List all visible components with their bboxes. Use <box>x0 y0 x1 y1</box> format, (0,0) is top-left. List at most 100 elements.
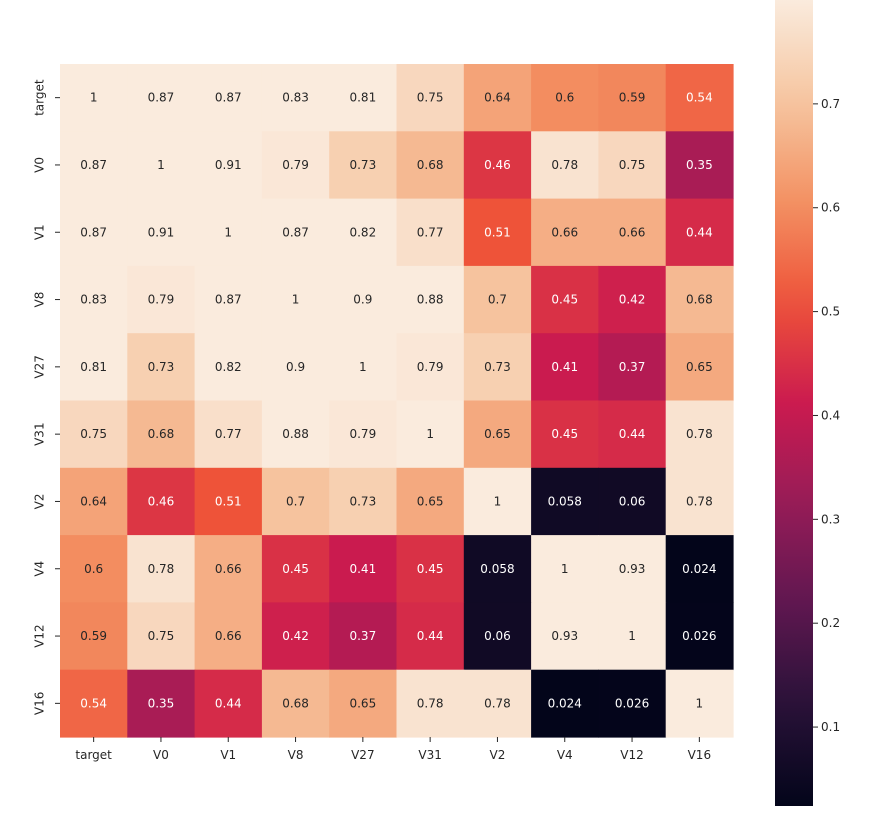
cell-value-label-6-9: 0.78 <box>686 494 713 508</box>
cell-value-label-6-7: 0.058 <box>548 494 582 508</box>
cell-value-label-5-7: 0.45 <box>551 427 578 441</box>
cell-value-label-4-1: 0.73 <box>148 360 175 374</box>
cell-value-label-3-2: 0.87 <box>215 293 242 307</box>
heatmap-cell-5-4 <box>329 400 398 469</box>
x-tick-label-9: V16 <box>688 748 711 762</box>
heatmap-cell-6-2 <box>194 467 263 536</box>
cell-value-label-4-6: 0.73 <box>484 360 511 374</box>
cell-value-label-7-1: 0.78 <box>148 562 175 576</box>
heatmap-cell-4-8 <box>598 333 667 402</box>
y-tick-label-2: V1 <box>33 224 47 240</box>
cell-value-label-1-0: 0.87 <box>80 158 107 172</box>
heatmap-cell-2-9 <box>665 198 734 267</box>
y-axis: target V0 V1 V8 V27 V31 V2 V4 V12 V16 <box>33 79 60 715</box>
cell-value-label-6-4: 0.73 <box>349 494 376 508</box>
heatmap-cell-0-6 <box>463 64 532 132</box>
cell-value-label-2-7: 0.66 <box>551 225 578 239</box>
heatmap-cell-8-5 <box>396 602 465 671</box>
heatmap-cell-3-7 <box>531 265 599 334</box>
heatmap-cell-1-5 <box>396 131 465 200</box>
heatmap-cell-4-9 <box>665 333 734 402</box>
cell-value-label-4-2: 0.82 <box>215 360 242 374</box>
y-tick-label-0: target <box>33 79 47 116</box>
heatmap-cell-1-3 <box>261 131 330 200</box>
heatmap-cell-4-1 <box>127 333 196 402</box>
cell-value-label-1-3: 0.79 <box>282 158 309 172</box>
cell-value-label-9-6: 0.78 <box>484 696 511 710</box>
heatmap-cell-6-4 <box>329 467 398 536</box>
cell-value-label-4-9: 0.65 <box>686 360 713 374</box>
cell-value-label-1-4: 0.73 <box>349 158 376 172</box>
cell-value-label-4-5: 0.79 <box>417 360 444 374</box>
heatmap-cell-7-9 <box>665 535 734 603</box>
cell-value-label-7-8: 0.93 <box>619 562 646 576</box>
x-tick-label-2: V1 <box>220 748 236 762</box>
cell-value-label-9-4: 0.65 <box>349 696 376 710</box>
heatmap-cell-1-4 <box>329 131 398 200</box>
heatmap-cell-7-0 <box>60 535 128 603</box>
heatmap-cell-9-8 <box>598 669 667 738</box>
heatmap-cell-2-6 <box>463 198 532 267</box>
heatmap-cell-1-6 <box>463 131 532 200</box>
x-tick-label-6: V2 <box>490 748 506 762</box>
cell-value-label-4-7: 0.41 <box>551 360 578 374</box>
heatmap-cell-2-5 <box>396 198 465 267</box>
cell-value-label-3-7: 0.45 <box>551 293 578 307</box>
heatmap-cell-2-3 <box>261 198 330 267</box>
cell-value-label-5-3: 0.88 <box>282 427 309 441</box>
cell-value-label-3-4: 0.9 <box>353 293 372 307</box>
cell-value-label-3-5: 0.88 <box>417 293 444 307</box>
cell-value-label-8-8: 1 <box>628 629 636 643</box>
heatmap-cell-8-2 <box>194 602 263 671</box>
cell-value-label-4-0: 0.81 <box>80 360 107 374</box>
cell-value-label-6-3: 0.7 <box>286 494 305 508</box>
heatmap-cell-4-4 <box>329 333 398 402</box>
heatmap-cell-9-6 <box>463 669 532 738</box>
cell-value-label-8-3: 0.42 <box>282 629 309 643</box>
heatmap-cell-4-6 <box>463 333 532 402</box>
cell-value-label-1-8: 0.75 <box>619 158 646 172</box>
cell-value-label-2-0: 0.87 <box>80 225 107 239</box>
heatmap-cell-7-2 <box>194 535 263 603</box>
cell-value-label-4-4: 1 <box>359 360 367 374</box>
heatmap-cell-1-8 <box>598 131 667 200</box>
heatmap-cell-5-6 <box>463 400 532 469</box>
heatmap-cell-3-1 <box>127 265 196 334</box>
heatmap-cell-6-5 <box>396 467 465 536</box>
cell-value-label-7-5: 0.45 <box>417 562 444 576</box>
heatmap-cell-3-6 <box>463 265 532 334</box>
heatmap-cell-5-2 <box>194 400 263 469</box>
cell-value-label-5-6: 0.65 <box>484 427 511 441</box>
heatmap-cell-8-9 <box>665 602 734 671</box>
cell-value-label-9-3: 0.68 <box>282 696 309 710</box>
y-tick-label-5: V31 <box>33 422 47 445</box>
cell-value-label-3-3: 1 <box>292 293 300 307</box>
heatmap-cell-4-7 <box>531 333 599 402</box>
heatmap-cell-9-2 <box>194 669 263 738</box>
cell-value-label-1-6: 0.46 <box>484 158 511 172</box>
heatmap-cell-6-3 <box>261 467 330 536</box>
cell-value-label-9-9: 1 <box>696 696 704 710</box>
cell-value-label-1-1: 1 <box>157 158 165 172</box>
heatmap-cell-8-7 <box>531 602 599 671</box>
cell-value-label-7-0: 0.6 <box>84 562 103 576</box>
cell-value-label-9-2: 0.44 <box>215 696 242 710</box>
heatmap-cell-3-2 <box>194 265 263 334</box>
colorbar-tick-label-1: 0.2 <box>821 616 840 630</box>
heatmap-cell-5-5 <box>396 400 465 469</box>
heatmap-cell-0-4 <box>329 64 398 132</box>
cell-value-label-8-1: 0.75 <box>148 629 175 643</box>
cell-value-label-2-4: 0.82 <box>349 225 376 239</box>
cell-value-label-1-9: 0.35 <box>686 158 713 172</box>
cell-value-label-5-8: 0.44 <box>619 427 646 441</box>
cell-value-label-5-4: 0.79 <box>349 427 376 441</box>
heatmap-cell-3-8 <box>598 265 667 334</box>
heatmap-cell-6-9 <box>665 467 734 536</box>
heatmap-cell-3-3 <box>261 265 330 334</box>
cell-value-label-5-9: 0.78 <box>686 427 713 441</box>
heatmap-cell-9-7 <box>531 669 599 738</box>
heatmap-cell-6-1 <box>127 467 196 536</box>
y-tick-label-1: V0 <box>33 157 47 173</box>
heatmap-cell-6-7 <box>531 467 599 536</box>
